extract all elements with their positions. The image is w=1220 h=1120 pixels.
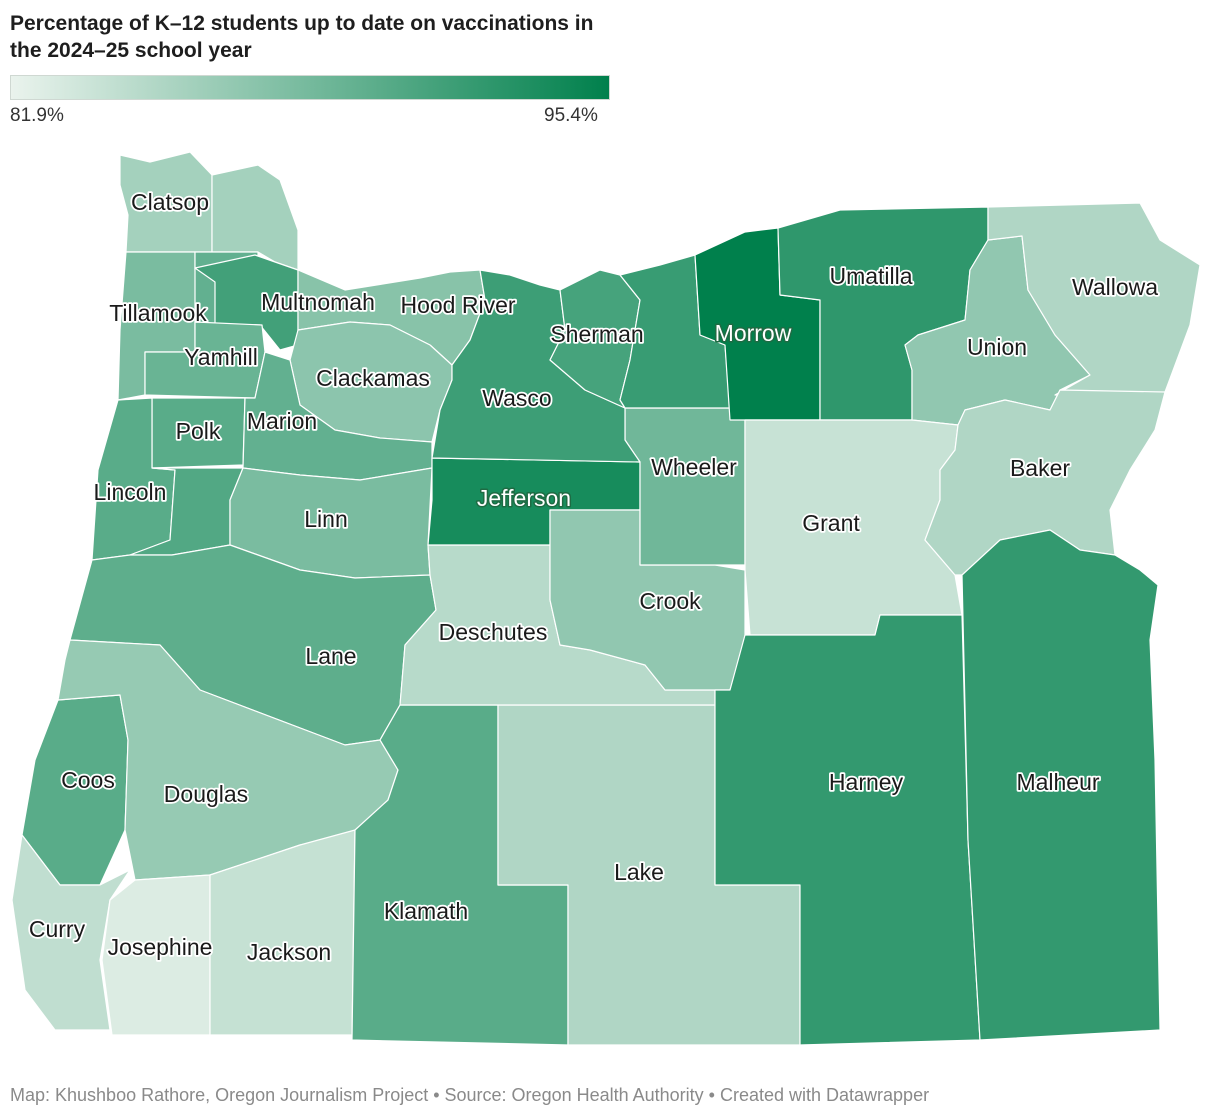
county-label: Malheur <box>1016 769 1099 795</box>
legend-max-label: 95.4% <box>544 105 598 126</box>
county-label: Tillamook <box>109 300 207 326</box>
county-wallowa[interactable] <box>987 202 1201 396</box>
oregon-county-map: Clatsop Tillamook Multnomah Hood River Y… <box>11 151 1201 1046</box>
color-legend-bar <box>10 75 610 100</box>
county-label: Morrow <box>715 320 792 346</box>
county-label: Wasco <box>482 385 551 411</box>
map-title: Percentage of K–12 students up to date o… <box>10 12 594 62</box>
county-label: Jefferson <box>477 485 571 511</box>
county-label: Polk <box>176 418 221 444</box>
county-label: Coos <box>61 767 115 793</box>
county-label: Crook <box>639 588 701 614</box>
county-multnomah[interactable] <box>194 254 299 351</box>
county-label: Wallowa <box>1072 274 1158 300</box>
county-yamhill[interactable] <box>144 321 266 399</box>
county-labels: Clatsop Tillamook Multnomah Hood River Y… <box>27 187 1160 967</box>
county-label: Sherman <box>550 321 643 347</box>
county-label: Linn <box>304 506 347 532</box>
county-label: Union <box>967 334 1027 360</box>
county-label: Harney <box>829 769 904 795</box>
county-label: Hood River <box>400 292 515 318</box>
county-label: Wheeler <box>651 454 737 480</box>
county-label: Lane <box>305 643 356 669</box>
county-label: Lincoln <box>94 479 167 505</box>
county-label: Klamath <box>384 898 468 924</box>
county-curry[interactable] <box>11 834 131 1031</box>
county-harney[interactable] <box>714 614 981 1046</box>
map-footer-credits: Map: Khushboo Rathore, Oregon Journalism… <box>10 1085 930 1105</box>
county-label: Deschutes <box>439 619 548 645</box>
county-label: Curry <box>29 916 86 942</box>
legend-min-label: 81.9% <box>10 105 64 126</box>
county-label: Clackamas <box>316 365 430 391</box>
county-label: Yamhill <box>184 344 258 370</box>
county-label: Jackson <box>247 939 331 965</box>
county-label: Lake <box>614 859 664 885</box>
county-label: Josephine <box>108 934 213 960</box>
county-malheur[interactable] <box>961 529 1161 1041</box>
county-label: Multnomah <box>261 289 375 315</box>
county-wheeler[interactable] <box>624 407 746 566</box>
county-label: Clatsop <box>131 189 209 215</box>
county-label: Grant <box>802 510 860 536</box>
county-label: Umatilla <box>829 263 912 289</box>
county-label: Marion <box>247 408 317 434</box>
county-label: Baker <box>1010 455 1070 481</box>
county-label: Douglas <box>164 781 248 807</box>
